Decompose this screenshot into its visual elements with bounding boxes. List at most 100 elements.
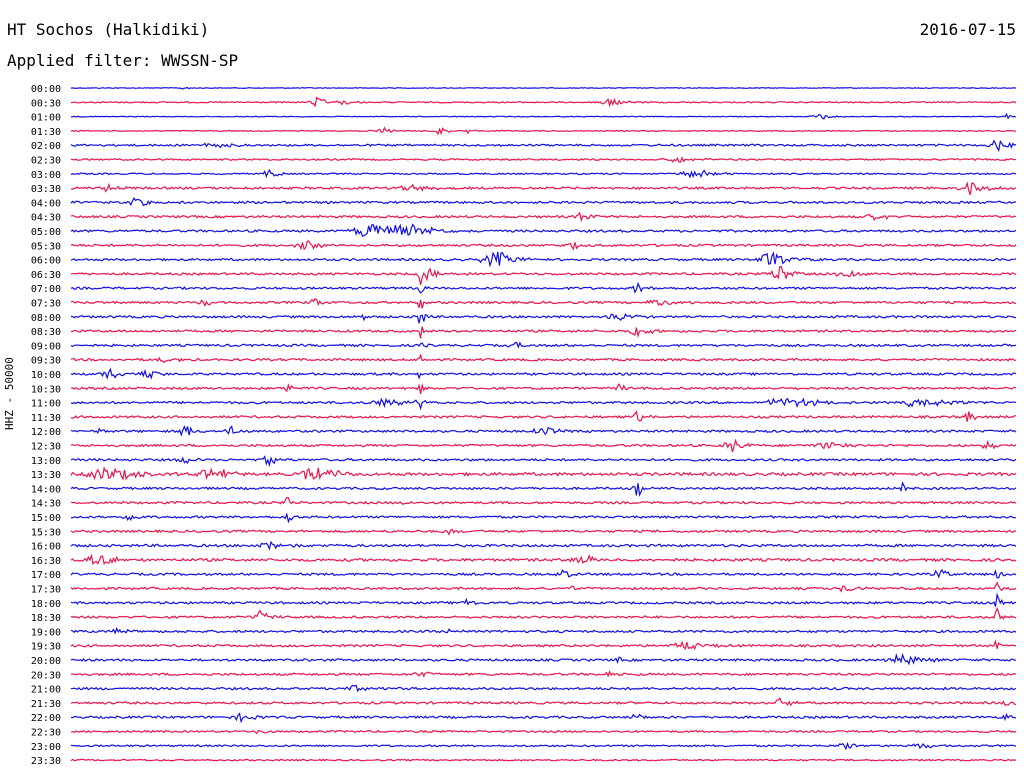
trace-2130 — [70, 697, 1017, 707]
trace-0000 — [70, 86, 1017, 90]
time-label-1800: 18:00 — [31, 599, 61, 610]
time-label-1000: 10:00 — [31, 370, 61, 381]
trace-0530 — [70, 240, 1017, 251]
trace-0230 — [70, 156, 1017, 163]
trace-0100 — [70, 112, 1017, 120]
trace-0400 — [70, 196, 1016, 207]
time-labels: 00:00 00:30 01:00 01:30 02:00 02:30 03:00 03:30… — [31, 84, 61, 767]
time-label-0930: 09:30 — [31, 356, 61, 367]
trace-1330 — [70, 466, 1017, 481]
time-label-1900: 19:00 — [31, 627, 61, 638]
trace-1630 — [70, 553, 1017, 566]
time-label-0100: 01:00 — [31, 113, 61, 124]
time-label-0500: 05:00 — [31, 227, 61, 238]
time-label-0700: 07:00 — [31, 284, 61, 295]
time-label-1030: 10:30 — [31, 384, 61, 395]
trace-0330 — [70, 181, 1017, 196]
trace-1700 — [70, 568, 1017, 579]
time-label-0400: 04:00 — [31, 198, 61, 209]
time-label-1200: 12:00 — [31, 427, 61, 438]
trace-2200 — [70, 712, 1017, 724]
trace-1430 — [70, 496, 1017, 505]
trace-1000 — [70, 367, 1017, 380]
time-label-0300: 03:00 — [31, 170, 61, 181]
trace-0830 — [70, 326, 1016, 339]
time-label-0230: 02:30 — [31, 156, 61, 167]
time-label-1230: 12:30 — [31, 442, 61, 453]
time-label-0130: 01:30 — [31, 127, 61, 138]
time-label-2230: 22:30 — [31, 728, 61, 739]
time-label-1600: 16:00 — [31, 542, 61, 553]
time-label-1830: 18:30 — [31, 613, 61, 624]
trace-2300 — [70, 741, 1017, 751]
time-label-2030: 20:30 — [31, 670, 61, 681]
time-label-1500: 15:00 — [31, 513, 61, 524]
trace-2330 — [70, 758, 1017, 762]
trace-2000 — [70, 652, 1017, 666]
time-label-1700: 17:00 — [31, 570, 61, 581]
trace-0900 — [70, 341, 1017, 349]
time-label-1130: 11:30 — [31, 413, 61, 424]
trace-0700 — [70, 281, 1017, 294]
trace-1400 — [70, 481, 1017, 498]
trace-0800 — [70, 312, 1017, 324]
trace-1100 — [70, 397, 1017, 411]
trace-0600 — [70, 251, 1017, 268]
trace-0200 — [70, 139, 1017, 153]
trace-0500 — [70, 223, 1017, 237]
trace-0130 — [70, 126, 1017, 136]
time-label-1630: 16:30 — [31, 556, 61, 567]
time-label-2100: 21:00 — [31, 685, 61, 696]
trace-1730 — [70, 581, 1017, 593]
time-label-2300: 23:00 — [31, 742, 61, 753]
trace-2100 — [70, 684, 1017, 693]
time-label-1930: 19:30 — [31, 642, 61, 653]
time-label-2200: 22:00 — [31, 713, 61, 724]
trace-2230 — [70, 729, 1017, 735]
trace-0300 — [70, 168, 1017, 179]
trace-1800 — [70, 592, 1017, 607]
trace-0930 — [70, 353, 1017, 364]
seismogram-traces — [70, 86, 1017, 762]
trace-0630 — [70, 265, 1017, 286]
date-label: 2016-07-15 — [919, 20, 1016, 39]
time-label-1330: 13:30 — [31, 470, 61, 481]
trace-2030 — [70, 670, 1017, 678]
time-label-2330: 23:30 — [31, 756, 61, 767]
time-label-0430: 04:30 — [31, 213, 61, 224]
time-label-0030: 00:30 — [31, 98, 61, 109]
trace-1900 — [70, 626, 1017, 635]
trace-0730 — [70, 297, 1017, 309]
trace-1300 — [70, 455, 1017, 468]
time-label-1430: 14:30 — [31, 499, 61, 510]
time-label-1300: 13:00 — [31, 456, 61, 467]
trace-1130 — [70, 410, 1016, 422]
time-label-1400: 14:00 — [31, 484, 61, 495]
trace-1230 — [70, 438, 1017, 453]
trace-1200 — [70, 424, 1017, 437]
time-label-0830: 08:30 — [31, 327, 61, 338]
time-label-0200: 02:00 — [31, 141, 61, 152]
time-label-0730: 07:30 — [31, 299, 61, 310]
trace-1530 — [70, 528, 1017, 536]
trace-1830 — [70, 606, 1017, 620]
trace-1030 — [70, 383, 1017, 395]
time-label-2000: 20:00 — [31, 656, 61, 667]
time-label-0800: 08:00 — [31, 313, 61, 324]
trace-0030 — [70, 96, 1017, 108]
time-label-1100: 11:00 — [31, 399, 61, 410]
time-label-0630: 06:30 — [31, 270, 61, 281]
time-label-1530: 15:30 — [31, 527, 61, 538]
time-label-0900: 09:00 — [31, 341, 61, 352]
time-label-1730: 17:30 — [31, 585, 61, 596]
trace-0430 — [70, 211, 1017, 223]
trace-1500 — [70, 512, 1017, 524]
station-title: HT Sochos (Halkidiki) — [7, 20, 210, 39]
time-label-2130: 21:30 — [31, 699, 61, 710]
trace-1600 — [70, 540, 1017, 551]
time-label-0330: 03:30 — [31, 184, 61, 195]
time-label-0600: 06:00 — [31, 256, 61, 267]
time-label-0530: 05:30 — [31, 241, 61, 252]
time-label-0000: 00:00 — [31, 84, 61, 95]
